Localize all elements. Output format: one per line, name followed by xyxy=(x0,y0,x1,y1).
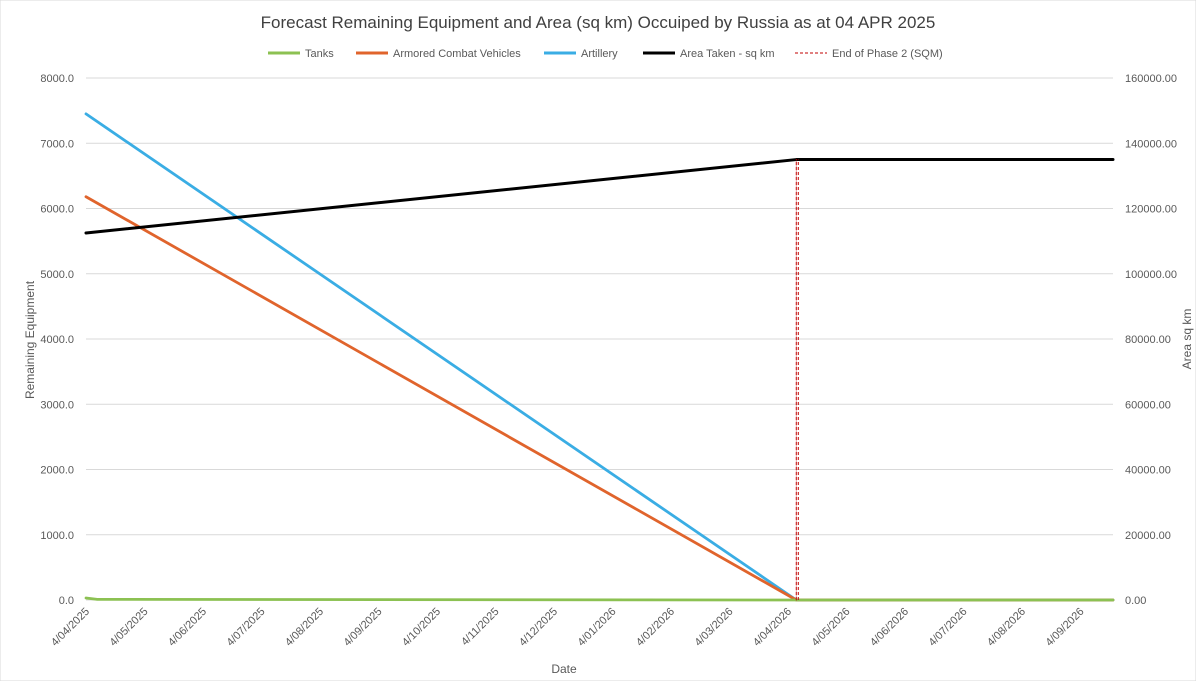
legend-label: End of Phase 2 (SQM) xyxy=(832,48,943,60)
gridlines xyxy=(86,77,1113,601)
legend-label: Area Taken - sq km xyxy=(680,48,775,60)
y-axis-label: Remaining Equipment xyxy=(23,280,37,399)
series-line-tanks xyxy=(84,596,1115,602)
y-tick-label: 4000.0 xyxy=(40,334,74,346)
y2-tick-label: 60000.00 xyxy=(1125,399,1171,411)
x-axis-label: Date xyxy=(551,662,577,676)
legend: Tanks Armored Combat Vehicles Artillery Are… xyxy=(268,48,943,60)
y2-axis-ticks: 0.00 20000.00 40000.00 60000.00 80000.00 1000… xyxy=(1125,73,1177,607)
y-tick-label: 0.0 xyxy=(59,595,74,607)
y-axis-ticks: 0.0 1000.0 2000.0 3000.0 4000.0 5000.0 6000.0 7… xyxy=(40,73,74,607)
y-tick-label: 3000.0 xyxy=(40,399,74,411)
series-layer xyxy=(84,112,1115,602)
legend-label: Tanks xyxy=(305,48,334,60)
y2-tick-label: 140000.00 xyxy=(1125,138,1177,150)
y-tick-label: 8000.0 xyxy=(40,73,74,85)
legend-label: Artillery xyxy=(581,48,618,60)
y2-tick-label: 120000.00 xyxy=(1125,204,1177,216)
y2-tick-label: 100000.00 xyxy=(1125,269,1177,281)
y2-tick-label: 160000.00 xyxy=(1125,73,1177,85)
y2-tick-label: 40000.00 xyxy=(1125,465,1171,477)
chart-title: Forecast Remaining Equipment and Area (s… xyxy=(261,13,936,32)
y2-tick-label: 20000.00 xyxy=(1125,530,1171,542)
y2-axis-label: Area sq km xyxy=(1180,309,1194,370)
y-tick-label: 7000.0 xyxy=(40,138,74,150)
y-tick-label: 5000.0 xyxy=(40,269,74,281)
legend-label: Armored Combat Vehicles xyxy=(393,48,521,60)
y-tick-label: 2000.0 xyxy=(40,465,74,477)
y-tick-label: 6000.0 xyxy=(40,204,74,216)
y2-tick-label: 80000.00 xyxy=(1125,334,1171,346)
y-tick-label: 1000.0 xyxy=(40,530,74,542)
y2-tick-label: 0.00 xyxy=(1125,595,1146,607)
